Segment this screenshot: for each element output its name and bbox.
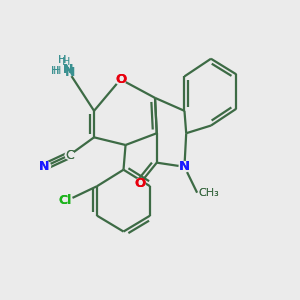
Text: N: N (65, 66, 75, 80)
Circle shape (60, 194, 73, 207)
Text: C: C (65, 148, 74, 161)
Circle shape (179, 161, 190, 172)
Text: N: N (39, 160, 49, 173)
Circle shape (63, 66, 74, 76)
Text: CH₃: CH₃ (199, 188, 219, 198)
Text: H: H (51, 66, 59, 76)
Text: N: N (63, 62, 73, 76)
Circle shape (65, 151, 74, 159)
Text: O: O (134, 177, 145, 190)
Text: O: O (115, 73, 126, 86)
Circle shape (115, 74, 126, 85)
Circle shape (134, 178, 145, 189)
Text: H: H (62, 57, 70, 67)
Text: C: C (65, 148, 74, 161)
Text: H: H (53, 66, 61, 76)
Text: CH₃: CH₃ (199, 188, 219, 198)
Text: N: N (179, 160, 190, 173)
Text: Cl: Cl (58, 194, 71, 207)
Text: H: H (51, 66, 59, 76)
Text: H: H (58, 55, 66, 65)
Text: Cl: Cl (58, 194, 71, 207)
Text: O: O (115, 73, 126, 86)
Text: N: N (63, 62, 73, 76)
Text: N: N (179, 160, 190, 173)
Text: H: H (58, 55, 66, 65)
Circle shape (40, 161, 50, 171)
Text: N: N (39, 160, 49, 173)
Text: O: O (134, 177, 145, 190)
